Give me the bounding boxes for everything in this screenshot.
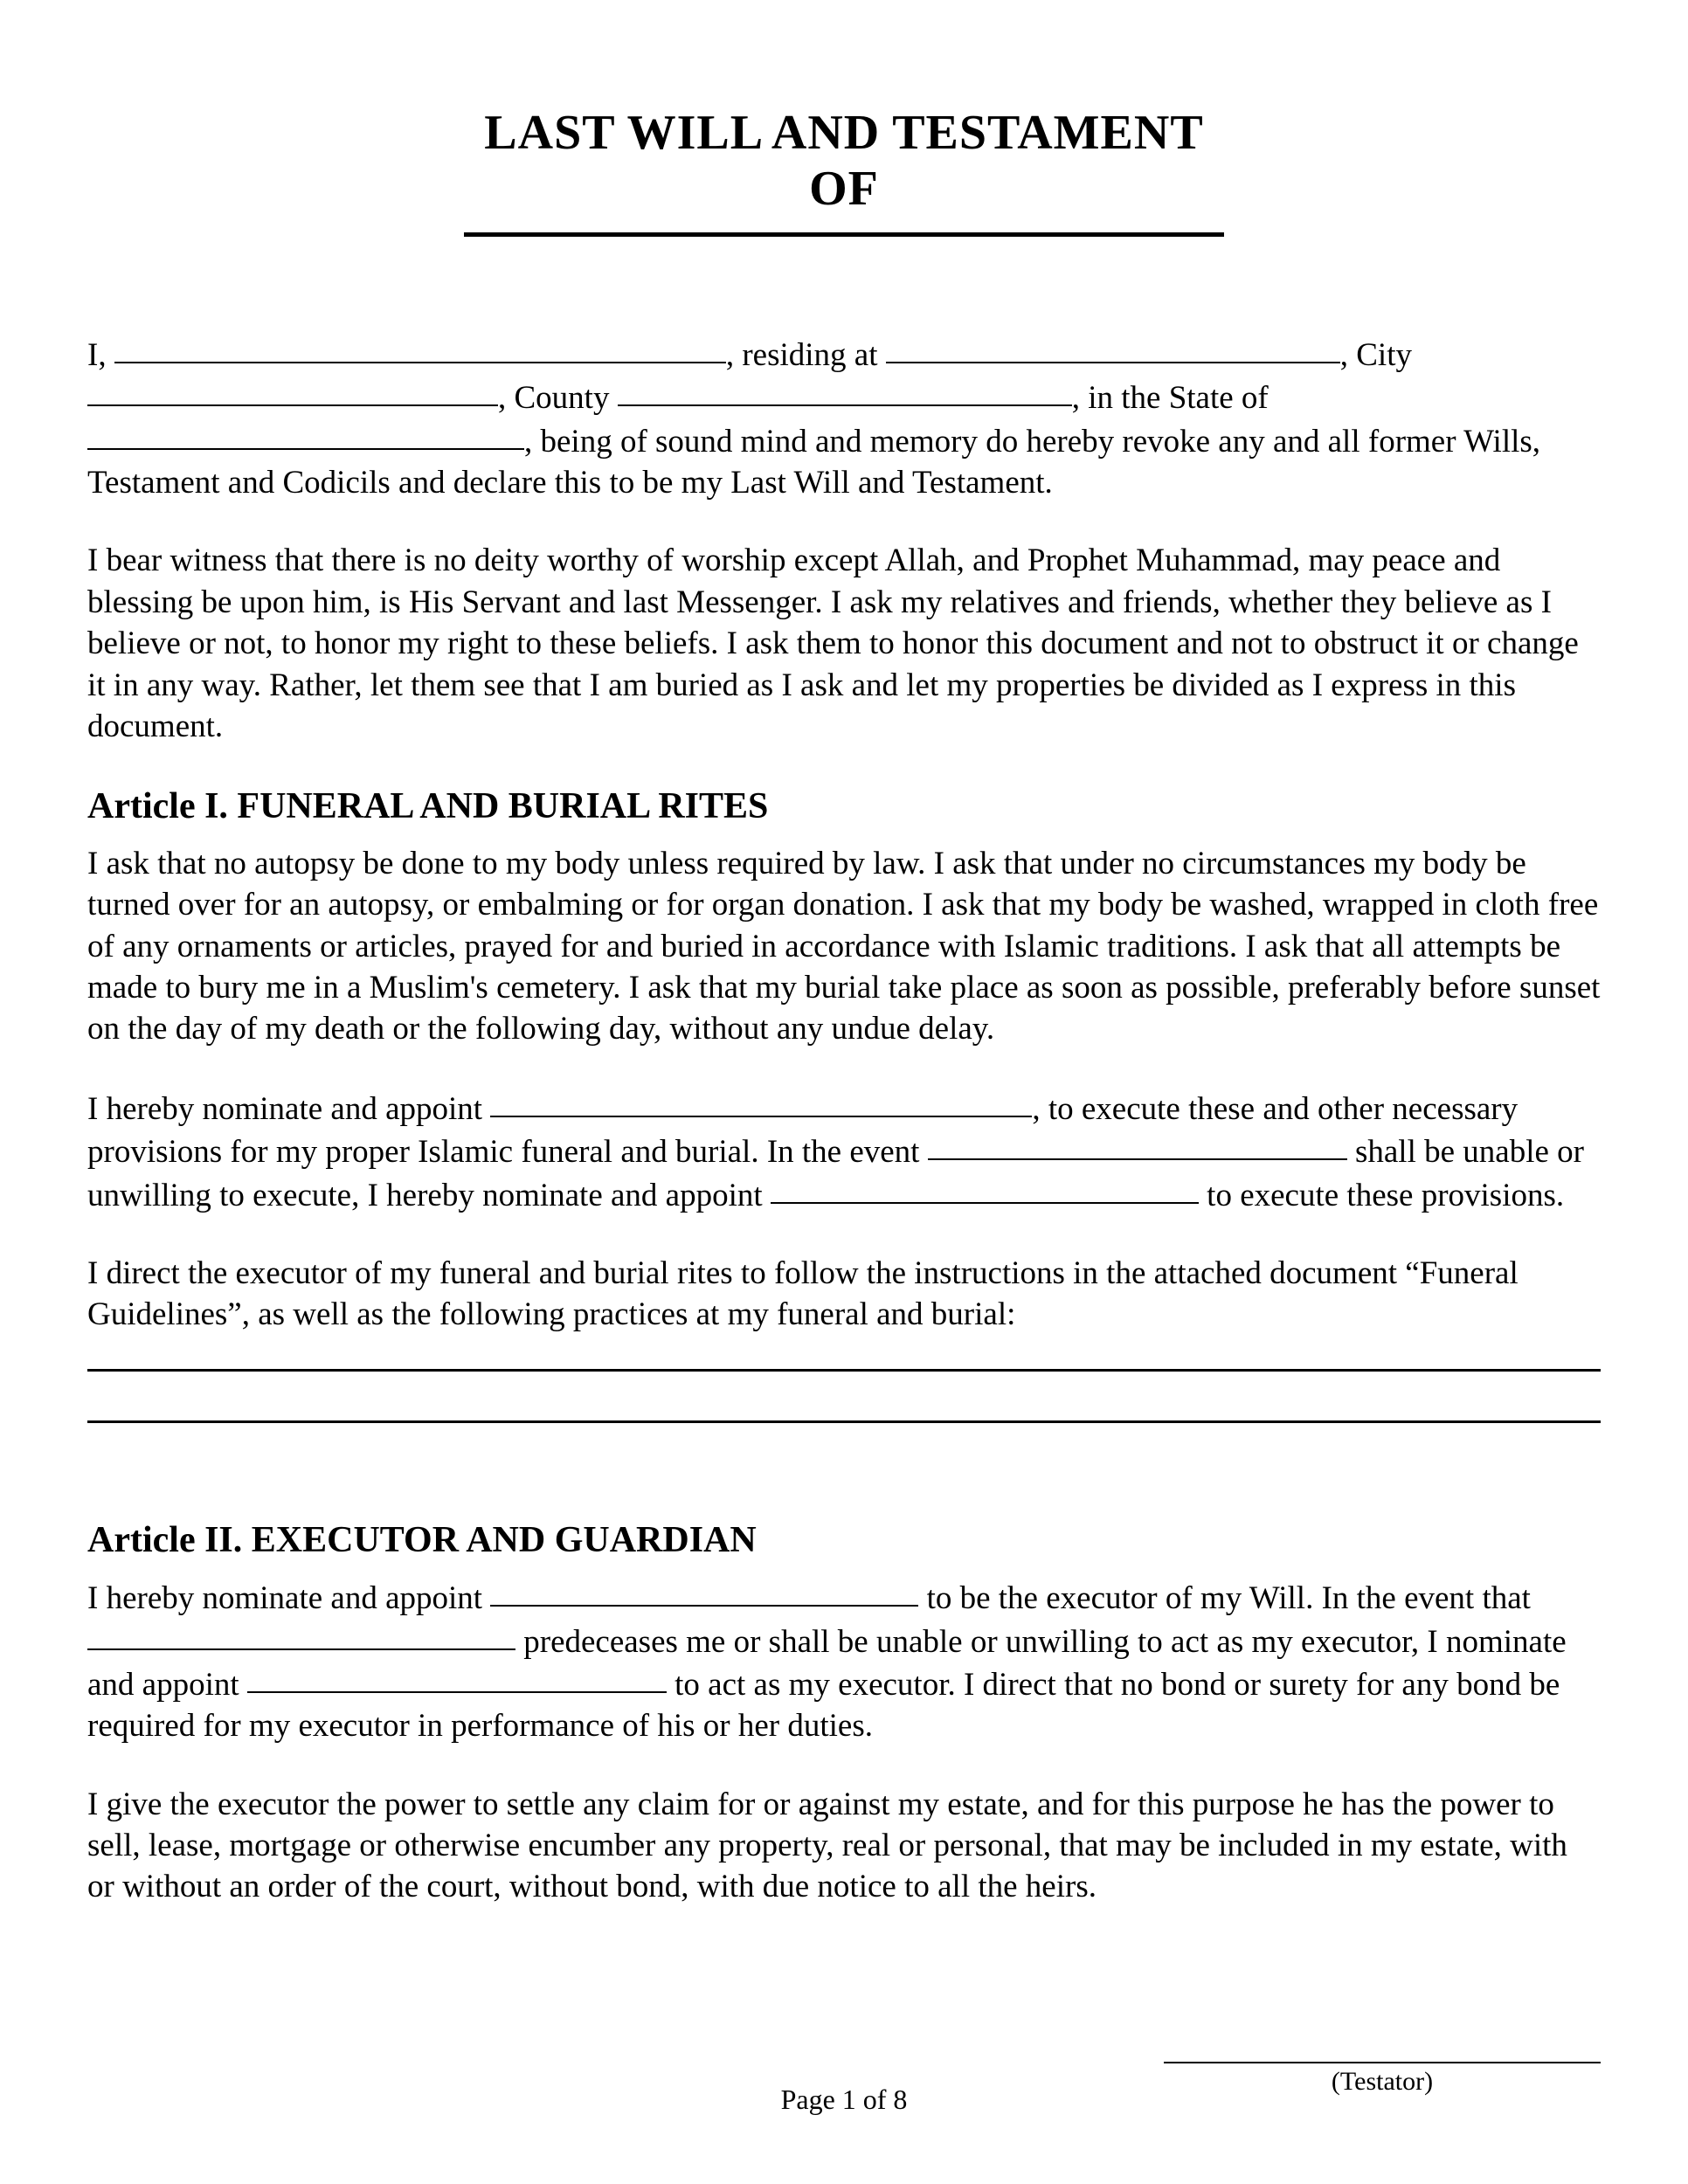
fill-in-blank [87, 374, 498, 406]
page-number: Page 1 of 8 [0, 2084, 1688, 2116]
fill-in-blank [87, 418, 524, 450]
article-1-paragraph-1: I ask that no autopsy be done to my body… [87, 843, 1601, 1050]
write-in-line [87, 1369, 1601, 1372]
fill-in-blank [114, 331, 726, 363]
title-line-2: OF [87, 161, 1601, 217]
title-name-underline [464, 232, 1224, 237]
page-of: of [856, 2084, 894, 2115]
fill-in-blank [490, 1085, 1032, 1117]
signature-line [1164, 2062, 1601, 2063]
document-body: I, , residing at , City , County , in th… [87, 333, 1601, 1908]
page-label-prefix: Page [781, 2084, 842, 2115]
intro-paragraph-1: I, , residing at , City , County , in th… [87, 333, 1601, 503]
title-line-1: LAST WILL AND TESTAMENT [87, 105, 1601, 161]
article-2-heading: Article II. EXECUTOR AND GUARDIAN [87, 1517, 1601, 1565]
document-title-block: LAST WILL AND TESTAMENT OF [87, 105, 1601, 237]
intro-paragraph-2: I bear witness that there is no deity wo… [87, 540, 1601, 747]
fill-in-blank [490, 1574, 918, 1607]
fill-in-blank [618, 374, 1072, 406]
article-1-write-in-lines [87, 1369, 1601, 1423]
article-1-paragraph-3: I direct the executor of my funeral and … [87, 1253, 1601, 1336]
page-current: 1 [842, 2084, 856, 2115]
article-1-paragraph-2: I hereby nominate and appoint , to execu… [87, 1087, 1601, 1216]
article-1-heading: Article I. FUNERAL AND BURIAL RITES [87, 784, 1601, 831]
page-total: 8 [893, 2084, 907, 2115]
fill-in-blank [87, 1618, 515, 1650]
fill-in-blank [771, 1171, 1199, 1204]
fill-in-blank [886, 331, 1340, 363]
fill-in-blank [928, 1128, 1347, 1160]
article-2-paragraph-2: I give the executor the power to settle … [87, 1784, 1601, 1908]
article-2-paragraph-1: I hereby nominate and appoint to be the … [87, 1576, 1601, 1746]
fill-in-blank [247, 1661, 667, 1693]
